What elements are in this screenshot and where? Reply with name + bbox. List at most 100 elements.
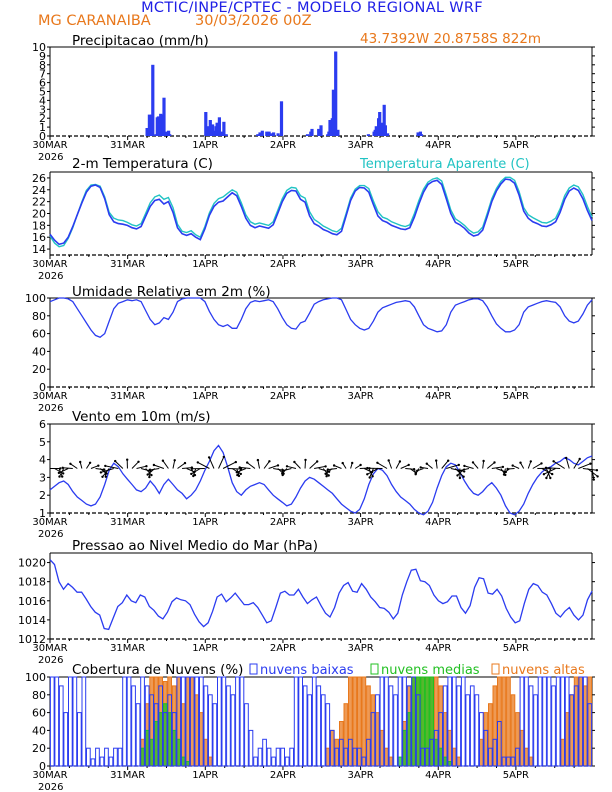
wind-arrow — [131, 461, 139, 469]
wind-arrow-head — [238, 466, 241, 469]
wind-arrow-head — [456, 474, 459, 477]
cloud-low-bar — [126, 676, 132, 767]
cloud-low-bar — [63, 712, 69, 767]
mslp-title: Pressao ao Nivel Medio do Mar (hPa) — [72, 538, 318, 554]
cloud-low-bar — [49, 676, 55, 767]
y-tick-label: 4 — [39, 94, 46, 107]
wind-arrow-head — [540, 462, 543, 465]
cloud-low-bar — [280, 747, 285, 767]
precip-bar — [256, 134, 260, 136]
wind-arrow-head — [351, 461, 354, 465]
cloud-mid-bar — [140, 747, 145, 767]
cloud-mid-bar — [411, 676, 416, 767]
cloud-low-bar — [479, 712, 484, 767]
wind-arrow-head — [207, 456, 211, 459]
y-tick-label: 100 — [25, 671, 46, 684]
humidity-line — [49, 297, 593, 338]
wind-arrow-head — [501, 465, 505, 469]
cloud-high-bar — [352, 676, 358, 767]
cloud-low-bar — [189, 676, 195, 767]
y-tick-label: 0 — [39, 760, 46, 773]
wind-arrow-head — [57, 471, 61, 475]
y-tick-label: 1 — [39, 507, 46, 520]
cloud-mid-bar — [420, 676, 425, 767]
precip-bar — [328, 120, 332, 136]
wind-arrow-head — [578, 457, 581, 461]
cloud-high-bar — [488, 703, 493, 767]
y-tick-label: 1016 — [18, 595, 46, 608]
x-tick-label: 4APR — [425, 517, 451, 528]
cloud-high-bar — [203, 738, 209, 767]
cloud-low-bar — [375, 694, 380, 767]
wind-arrow-head — [146, 473, 149, 476]
cloud-low-bar — [230, 694, 236, 767]
cloud-high-bar — [361, 676, 367, 767]
wind-arrow-head — [327, 474, 330, 477]
wind-arrow — [286, 465, 297, 469]
cloud-low-bar — [339, 738, 344, 767]
x-tick-label: 2APR — [270, 643, 296, 654]
wind-arrow — [333, 465, 342, 469]
wind-arrow — [172, 460, 176, 469]
cloud-mid-bar — [438, 747, 443, 767]
cloud-low-bar — [68, 676, 73, 767]
wind-arrow — [222, 461, 237, 469]
wind-arrow-head — [398, 460, 402, 463]
wind-arrow — [145, 468, 152, 476]
cloud-low-bar — [122, 676, 127, 767]
cloud-low-bar — [185, 676, 191, 767]
cloud-high-bar — [573, 676, 579, 767]
cloud-high-bar — [334, 738, 340, 767]
cloud-low-bar — [149, 694, 155, 767]
wind-arrow — [482, 460, 485, 469]
humidity-panel: 0 20 40 60 80 100 30MAR 31MAR 1APR 2APR 3APR 4APR 5A… — [25, 292, 595, 414]
cloud-low-bar — [293, 676, 299, 767]
legend-high: nuvens altas — [502, 663, 585, 678]
wind-arrow — [458, 468, 470, 472]
wind-arrow-head — [183, 461, 187, 465]
cloud-low-bar — [469, 685, 475, 767]
header-date: 30/03/2026 00Z — [195, 13, 312, 29]
apparent-temperature-line — [49, 176, 593, 248]
cloud-high-bar — [501, 676, 507, 767]
y-tick-label: 60 — [32, 328, 46, 341]
y-tick-label: 4 — [39, 454, 46, 467]
cloud-low-bar — [415, 694, 421, 767]
cloud-low-bar — [86, 747, 91, 767]
x-tick-label: 5APR — [503, 517, 529, 528]
wind-arrow-head — [145, 465, 148, 468]
wind-arrow — [369, 468, 374, 478]
wind-arrow-head — [368, 476, 371, 479]
cloud-high-bar — [483, 712, 489, 767]
cloud-low-bar — [420, 747, 425, 767]
x-tick-label: 4APR — [425, 391, 451, 402]
cloud-high-bar — [199, 712, 204, 767]
x-tick-label: 1APR — [192, 643, 218, 654]
precip-bar — [319, 125, 323, 136]
cloud-high-bar — [208, 756, 213, 767]
cloud-low-bar — [113, 747, 118, 767]
y-tick-label: 2 — [39, 489, 46, 502]
cloud-low-bar — [551, 685, 556, 767]
wind-arrow-head — [62, 472, 65, 475]
cloud-low-bar — [533, 694, 538, 767]
wind-arrow — [543, 468, 556, 475]
cloud-mid-bar — [402, 729, 407, 767]
wind-arrow-head — [276, 464, 280, 467]
wind-arrow-head — [99, 471, 103, 474]
wind-arrow-head — [462, 475, 465, 478]
wind-arrow — [388, 460, 393, 469]
wind-arrow — [545, 467, 561, 469]
wind-arrow-head — [235, 471, 238, 474]
precip-bar — [269, 133, 273, 136]
wind-arrow-head — [387, 459, 390, 462]
precip-bar — [211, 124, 215, 136]
wind-arrow — [441, 460, 449, 469]
wind-arrow — [263, 461, 270, 469]
wind-arrow-head — [304, 458, 307, 462]
wind-arrow-head — [544, 466, 548, 469]
cloud-low-bar — [131, 685, 136, 767]
cloud-low-bar — [497, 721, 502, 767]
cloud-high-bar — [456, 756, 462, 767]
